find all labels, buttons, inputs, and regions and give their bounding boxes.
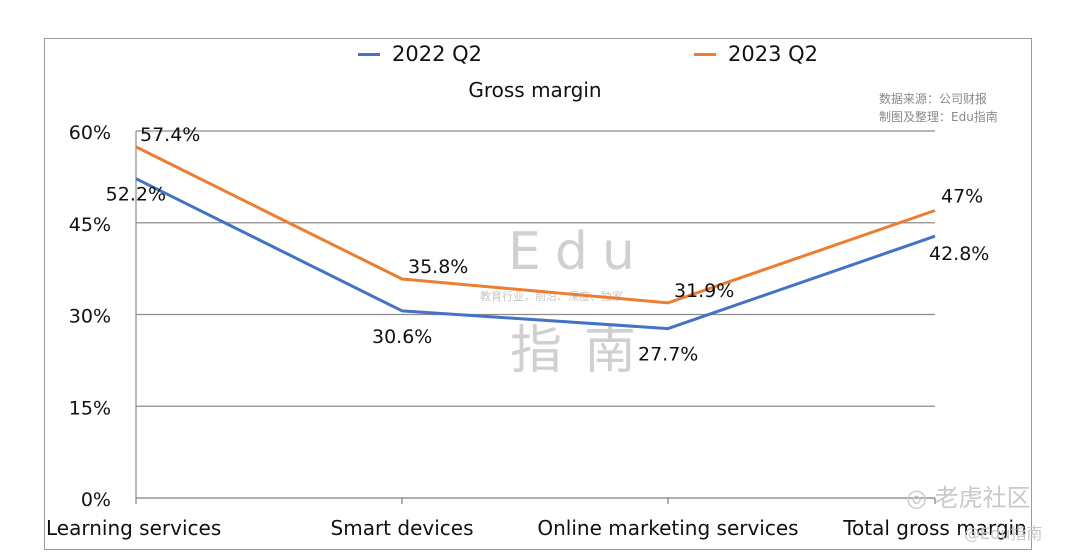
chart-title: Gross margin [468, 78, 602, 102]
data-label-2023-q2-total-gross-margin: 47% [941, 186, 983, 208]
y-tick-label: 45% [69, 214, 111, 236]
legend-swatch-2022-q2 [358, 52, 380, 56]
watermark-tagline: 教育行业，前沿、深度、独家 [480, 290, 623, 303]
x-tick-label-smart-devices: Smart devices [331, 516, 474, 540]
y-tick-label: 60% [69, 122, 111, 144]
source-note-data: 数据来源：公司财报 [879, 92, 988, 106]
data-label-2022-q2-learning-services: 52.2% [106, 184, 166, 206]
tiger-logo-icon: ◎ [906, 484, 927, 512]
watermark-chinese: 指南 [510, 321, 659, 381]
data-label-2022-q2-total-gross-margin: 42.8% [929, 243, 989, 265]
legend-swatch-2023-q2 [694, 52, 716, 56]
legend-label-2023-q2: 2023 Q2 [728, 42, 819, 66]
watermark-community-text: 老虎社区 [934, 484, 1031, 512]
data-label-2022-q2-online-marketing-services: 27.7% [638, 344, 698, 366]
series-line-2023-q2 [135, 145, 936, 305]
x-tick-label-total-gross-margin: Total gross margin [842, 516, 1027, 540]
y-tick-label: 15% [69, 397, 111, 419]
x-tick-label-learning-services: Learning services [46, 516, 221, 540]
y-tick-label: 30% [69, 306, 111, 328]
data-label-2022-q2-smart-devices: 30.6% [372, 326, 432, 348]
legend-item-2023-q2: 2023 Q2 [694, 42, 818, 66]
data-label-2023-q2-learning-services: 57.4% [140, 124, 200, 146]
watermark-edu-logo: Edu [508, 222, 649, 282]
watermark-tiger-community: ◎ 老虎社区 [906, 478, 1031, 513]
source-note-credit: 制图及整理：Edu指南 [879, 110, 998, 124]
data-label-2023-q2-smart-devices: 35.8% [408, 256, 468, 278]
series-line-2022-q2 [135, 177, 936, 331]
y-tick-label: 0% [81, 489, 111, 511]
chart-frame [44, 38, 1032, 550]
legend-item-2022-q2: 2022 Q2 [358, 42, 482, 66]
watermark-handle: @Edu指南 [964, 524, 1043, 543]
data-label-2023-q2-online-marketing-services: 31.9% [674, 280, 734, 302]
x-tick-label-online-marketing-services: Online marketing services [537, 516, 798, 540]
legend-label-2022-q2: 2022 Q2 [392, 42, 483, 66]
